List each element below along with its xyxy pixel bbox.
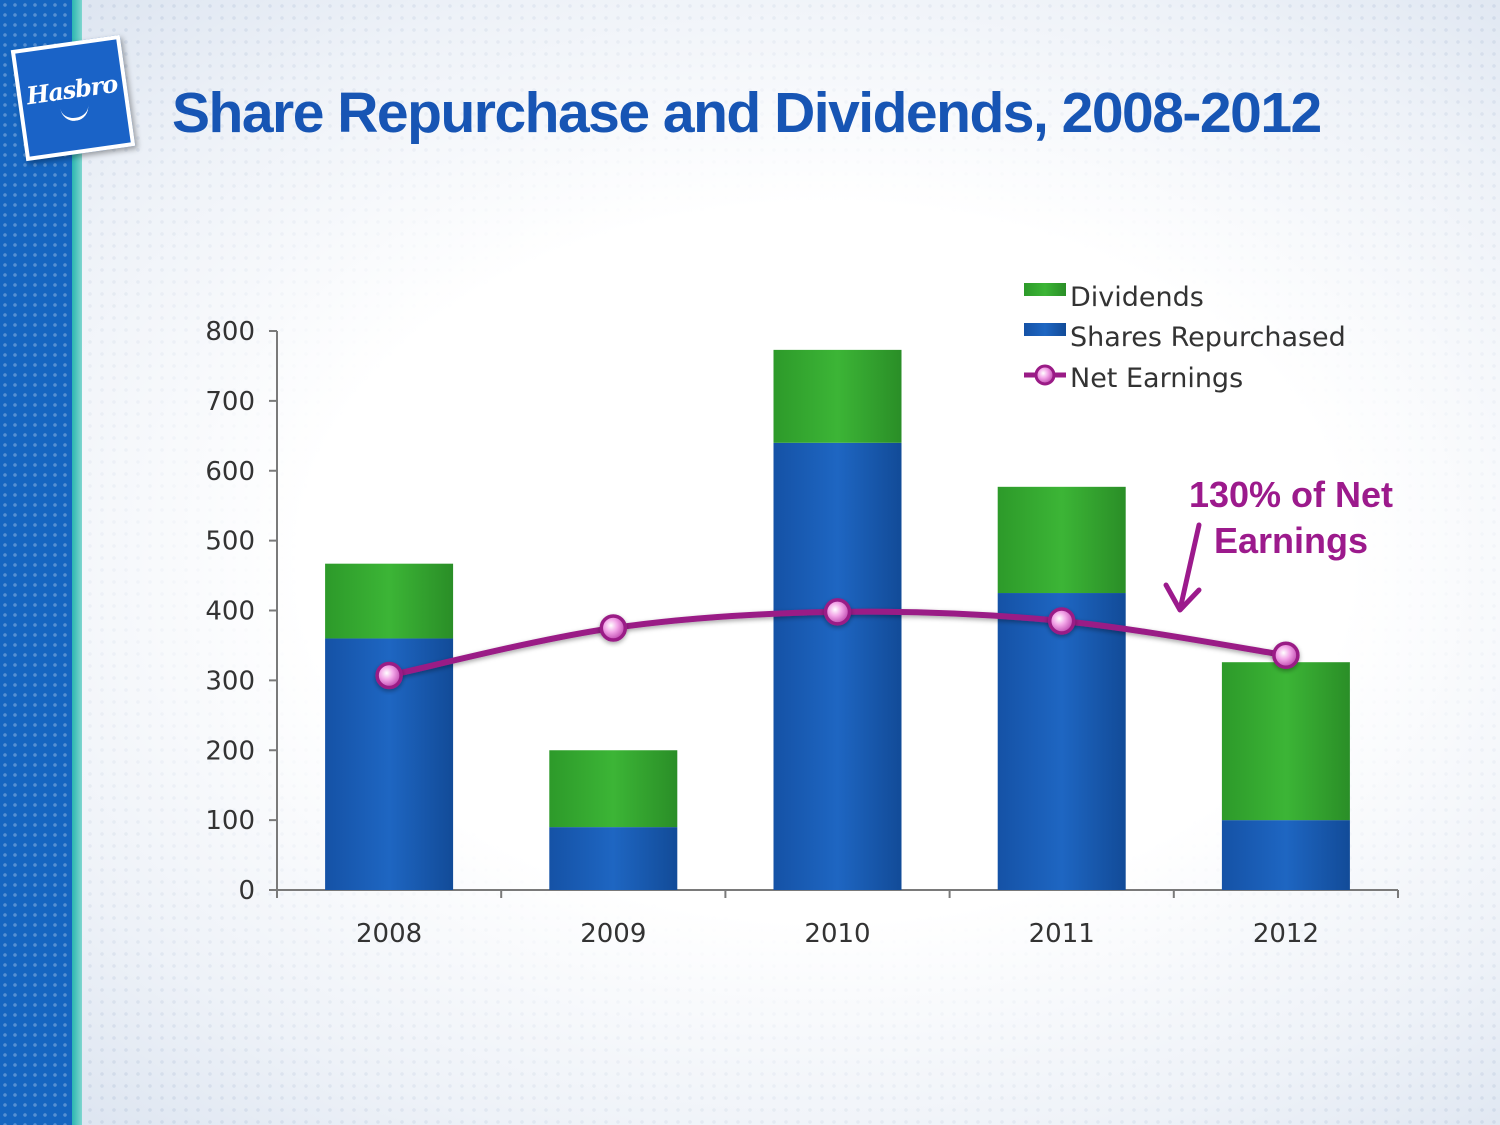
bar-shares-repurchased	[773, 442, 902, 890]
legend-swatch-shares-repurchased	[1024, 323, 1066, 336]
legend-swatch-dividends	[1024, 283, 1066, 296]
y-tick-label: 400	[205, 597, 255, 627]
y-tick-label: 700	[205, 387, 255, 417]
legend-marker-net-earnings	[1034, 364, 1056, 386]
annotation-line-2: Earnings	[1214, 520, 1368, 561]
bar-shares-repurchased	[549, 827, 678, 890]
side-band	[0, 0, 72, 1125]
annotation-arrow-head	[1163, 582, 1202, 613]
y-tick-label: 800	[205, 317, 255, 347]
y-tick-label: 200	[205, 736, 255, 766]
page-title: Share Repurchase and Dividends, 2008-201…	[172, 81, 1322, 145]
annotation-line-1: 130% of Net	[1189, 474, 1393, 515]
legend-label: Dividends	[1070, 282, 1204, 313]
x-tick-label: 2011	[1029, 919, 1095, 949]
x-tick-label: 2010	[804, 919, 870, 949]
bar-dividends	[325, 563, 454, 639]
net-earnings-point	[599, 614, 628, 642]
x-tick-label: 2008	[356, 919, 422, 949]
bar-dividends	[997, 486, 1126, 594]
y-tick-label: 500	[205, 527, 255, 557]
y-tick-label: 0	[238, 876, 255, 906]
x-tick-label: 2009	[580, 919, 646, 949]
y-tick-label: 600	[205, 457, 255, 487]
side-stripe	[72, 0, 82, 1125]
legend-label: Shares Repurchased	[1070, 322, 1346, 353]
x-tick-label: 2012	[1253, 919, 1319, 949]
legend-label: Net Earnings	[1070, 363, 1243, 394]
net-earnings-point	[1272, 641, 1300, 669]
annotation-arrow-shaft	[1178, 522, 1202, 608]
y-tick-label: 300	[205, 666, 255, 696]
y-tick-label: 100	[205, 806, 255, 836]
bar-dividends	[773, 349, 902, 443]
bar-shares-repurchased	[1221, 820, 1350, 890]
bar-dividends	[549, 750, 678, 828]
bar-dividends	[1221, 662, 1350, 821]
net-earnings-point	[375, 661, 403, 690]
bar-shares-repurchased	[997, 593, 1126, 890]
net-earnings-point	[1047, 607, 1076, 635]
net-earnings-point	[823, 598, 852, 626]
